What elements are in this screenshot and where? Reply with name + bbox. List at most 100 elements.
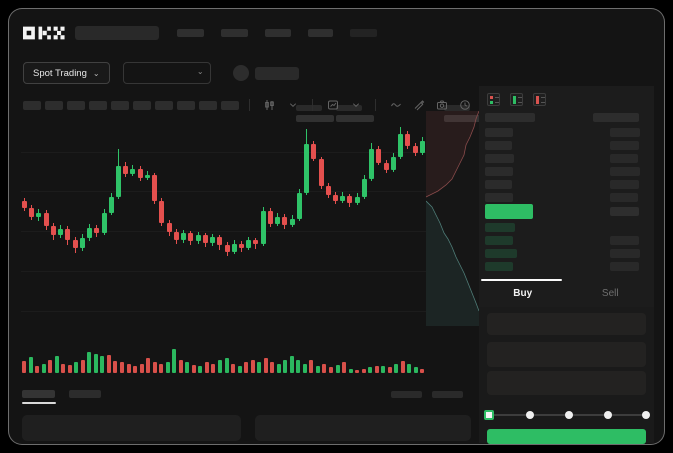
timeframe-button-2[interactable]: [67, 100, 85, 110]
bottom-action-1[interactable]: [432, 391, 463, 398]
ask-row-price[interactable]: [485, 141, 512, 150]
timeframe-button-3[interactable]: [89, 100, 107, 110]
volume-bar: [329, 367, 334, 373]
bottom-tab-1[interactable]: [69, 390, 101, 398]
candlestick-chart[interactable]: [21, 113, 426, 335]
volume-bar: [80, 360, 85, 373]
slider-stop-2[interactable]: [565, 411, 573, 419]
bid-row-price[interactable]: [485, 223, 515, 232]
candle: [58, 229, 64, 235]
candle: [246, 240, 252, 248]
timeframe-button-6[interactable]: [155, 100, 173, 110]
book-asks-icon[interactable]: [533, 93, 546, 106]
volume-bar: [250, 360, 255, 373]
candle: [202, 235, 208, 243]
candle: [311, 144, 317, 159]
tab-sell[interactable]: Sell: [567, 279, 655, 307]
ask-row-amount[interactable]: [610, 193, 638, 202]
ask-row-price[interactable]: [485, 128, 513, 137]
candle-style-icon[interactable]: [262, 98, 277, 113]
candle: [130, 169, 136, 174]
volume-bar: [146, 358, 151, 373]
slider-handle[interactable]: [484, 410, 494, 420]
indicators-icon[interactable]: [325, 98, 340, 113]
candle: [369, 149, 375, 179]
ask-row-price[interactable]: [485, 154, 514, 163]
draw-icon[interactable]: [411, 98, 426, 113]
search-input[interactable]: [75, 26, 159, 40]
bottom-tab-0[interactable]: [22, 390, 55, 398]
order-input-1[interactable]: [487, 342, 646, 367]
ask-row-amount[interactable]: [610, 167, 640, 176]
toolbar-divider: [312, 99, 313, 111]
nav-item-4[interactable]: [350, 29, 377, 37]
ask-row-amount[interactable]: [610, 154, 638, 163]
bid-row-price[interactable]: [485, 249, 517, 258]
camera-icon[interactable]: [434, 98, 449, 113]
bid-row-amount[interactable]: [610, 249, 640, 258]
volume-bar: [355, 370, 360, 373]
stat-label-placeholder: [296, 105, 322, 111]
depth-chart: [426, 111, 479, 326]
clock-icon[interactable]: [457, 98, 472, 113]
candle: [419, 141, 425, 153]
volume-bar: [159, 364, 164, 373]
trendline-icon[interactable]: [388, 98, 403, 113]
candle: [325, 186, 331, 195]
nav-item-0[interactable]: [177, 29, 204, 37]
volume-bar: [106, 355, 111, 373]
slider-stop-4[interactable]: [642, 411, 650, 419]
candle: [217, 237, 223, 245]
nav-item-3[interactable]: [308, 29, 333, 37]
candle: [390, 157, 396, 170]
orderbook-price-header: [485, 113, 535, 122]
app-window: Spot Trading ⌄ ⌄: [8, 8, 665, 445]
bottom-action-0[interactable]: [391, 391, 422, 398]
bid-row-amount[interactable]: [610, 262, 639, 271]
chevron-down-icon[interactable]: [285, 98, 300, 113]
ask-row-price[interactable]: [485, 167, 513, 176]
pair-selector[interactable]: ⌄: [122, 62, 211, 84]
nav-item-2[interactable]: [265, 29, 291, 37]
ask-row-amount[interactable]: [610, 180, 639, 189]
volume-bar: [381, 366, 386, 373]
bid-row-amount[interactable]: [610, 236, 639, 245]
volume-bar: [48, 360, 53, 373]
timeframe-button-7[interactable]: [177, 100, 195, 110]
chevron-down-icon[interactable]: [348, 98, 363, 113]
candle: [405, 134, 411, 146]
orderbook-trade-panel: Buy Sell: [479, 86, 655, 444]
tab-buy[interactable]: Buy: [479, 279, 567, 307]
volume-bar: [407, 364, 412, 373]
ask-row-price[interactable]: [485, 193, 513, 202]
timeframe-button-8[interactable]: [199, 100, 217, 110]
bid-row-price[interactable]: [485, 236, 513, 245]
last-price-highlight[interactable]: [485, 204, 533, 219]
pair-name-placeholder: [254, 66, 299, 80]
ask-row-price[interactable]: [485, 180, 512, 189]
candle: [137, 169, 143, 178]
timeframe-button-1[interactable]: [45, 100, 63, 110]
timeframe-button-0[interactable]: [23, 100, 41, 110]
timeframe-button-9[interactable]: [221, 100, 239, 110]
bid-row-price[interactable]: [485, 262, 513, 271]
book-bids-icon[interactable]: [510, 93, 523, 106]
nav-item-1[interactable]: [221, 29, 248, 37]
ask-row-amount[interactable]: [610, 128, 640, 137]
order-input-0[interactable]: [487, 313, 646, 335]
timeframe-button-4[interactable]: [111, 100, 129, 110]
candle: [152, 175, 158, 201]
volume-bar: [67, 365, 72, 373]
ask-row-amount[interactable]: [610, 141, 639, 150]
book-combined-icon[interactable]: [487, 93, 500, 106]
slider-stop-3[interactable]: [604, 411, 612, 419]
timeframe-button-5[interactable]: [133, 100, 151, 110]
slider-stop-1[interactable]: [526, 411, 534, 419]
candle: [260, 211, 266, 244]
market-type-selector[interactable]: Spot Trading ⌄: [23, 62, 110, 84]
gridline: [21, 311, 426, 312]
order-input-2[interactable]: [487, 371, 646, 395]
candle: [238, 244, 244, 248]
buy-submit-button[interactable]: [487, 429, 646, 444]
okx-logo-icon[interactable]: [23, 26, 65, 40]
